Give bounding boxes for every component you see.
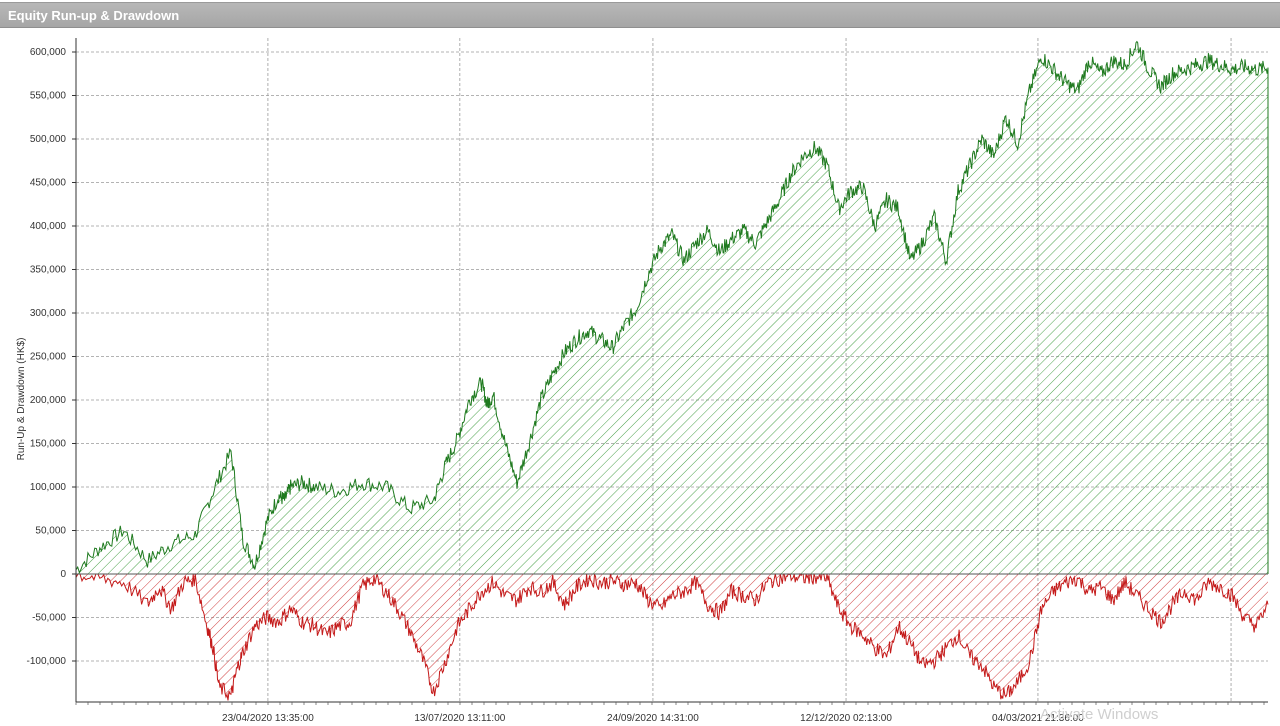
chart-title-bar: Equity Run-up & Drawdown: [0, 2, 1280, 28]
y-tick-label: 150,000: [30, 439, 67, 450]
runup-area: [76, 41, 1268, 575]
x-tick-label: 12/12/2020 02:13:00: [800, 713, 892, 724]
axes: [72, 38, 1268, 705]
x-tick-label: 24/09/2020 14:31:00: [607, 713, 699, 724]
y-tick-label: 250,000: [30, 352, 67, 363]
y-tick-label: 600,000: [30, 47, 67, 58]
chart-title: Equity Run-up & Drawdown: [8, 8, 180, 23]
x-tick-label: 23/04/2020 13:35:00: [222, 713, 314, 724]
y-axis-label: Run-Up & Drawdown (HK$): [16, 338, 27, 461]
y-tick-label: 500,000: [30, 134, 67, 145]
y-tick-labels: 600,000 550,000 500,000 450,000 400,000 350,0…: [27, 47, 67, 667]
drawdown-area: [76, 574, 1268, 701]
y-tick-label: 0: [60, 569, 66, 580]
x-tick-label: 04/03/2021 21:36:00: [992, 713, 1084, 724]
y-tick-label: 200,000: [30, 395, 67, 406]
y-tick-label: 50,000: [35, 526, 66, 537]
drawdown-line: [75, 572, 1269, 701]
area-fills: [76, 41, 1268, 701]
y-tick-label: 450,000: [30, 178, 67, 189]
x-tick-label: 13/07/2020 13:11:00: [414, 713, 505, 724]
y-tick-label: -50,000: [32, 613, 66, 624]
y-tick-label: 100,000: [30, 482, 67, 493]
y-tick-label: 300,000: [30, 308, 67, 319]
y-tick-label: 550,000: [30, 91, 67, 102]
runup-line: [75, 40, 1269, 574]
y-tick-label: 400,000: [30, 221, 67, 232]
y-tick-label: -100,000: [27, 656, 67, 667]
x-tick-labels: 23/04/2020 13:35:00 13/07/2020 13:11:00 24…: [222, 713, 1084, 724]
y-tick-label: 350,000: [30, 265, 67, 276]
activate-windows-watermark: Activate Windows: [1040, 706, 1158, 723]
equity-chart: 600,000 550,000 500,000 450,000 400,000 350,0…: [16, 38, 1269, 724]
series-lines: [75, 40, 1269, 701]
